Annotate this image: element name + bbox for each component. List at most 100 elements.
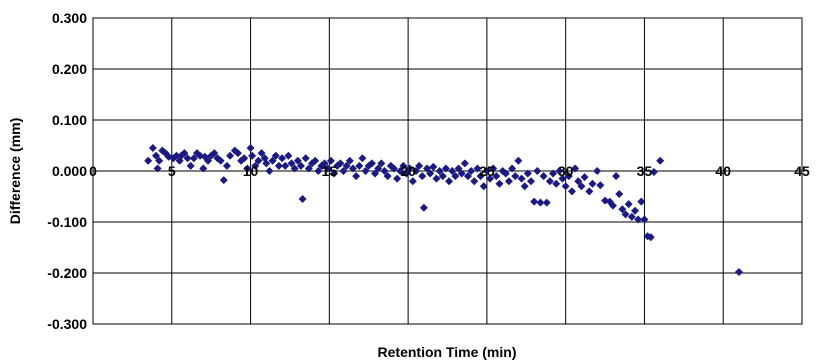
data-point (271, 151, 280, 160)
data-point (348, 164, 357, 173)
data-point (180, 149, 189, 158)
data-point (290, 164, 299, 173)
y-tick-label: 0.100 (52, 112, 87, 128)
data-point (152, 151, 161, 160)
data-point (210, 149, 219, 158)
data-point (460, 159, 469, 168)
y-tick-label: 0.000 (52, 163, 87, 179)
data-point (539, 172, 548, 181)
data-point (248, 151, 257, 160)
data-point (274, 161, 283, 170)
data-point (393, 174, 402, 183)
data-point (222, 161, 231, 170)
data-point (492, 172, 501, 181)
x-tick-label: 45 (794, 163, 810, 179)
data-points (144, 144, 743, 276)
data-point (355, 161, 364, 170)
data-point (508, 164, 517, 173)
y-tick-label: -0.200 (47, 265, 87, 281)
data-point (301, 154, 310, 163)
data-point (561, 182, 570, 191)
data-point (432, 174, 441, 183)
x-tick-label: 5 (168, 163, 176, 179)
data-point (536, 198, 545, 207)
data-point (646, 233, 655, 242)
data-point (426, 169, 435, 178)
data-point (296, 161, 305, 170)
data-point (226, 151, 235, 160)
data-point (219, 176, 228, 185)
data-point (552, 179, 561, 188)
data-point (618, 205, 627, 214)
data-point (281, 161, 290, 170)
data-point (243, 164, 252, 173)
data-point (389, 164, 398, 173)
data-point (558, 174, 567, 183)
data-point (402, 169, 411, 178)
data-point (523, 169, 532, 178)
data-point (441, 164, 450, 173)
data-point (504, 177, 513, 186)
x-tick-label: 25 (479, 163, 495, 179)
data-point (408, 177, 417, 186)
data-point (527, 177, 536, 186)
data-point (482, 167, 491, 175)
data-point (445, 177, 454, 186)
data-point (411, 167, 420, 175)
data-point (189, 154, 198, 163)
data-point (555, 167, 564, 175)
y-tick-label: -0.100 (47, 214, 87, 230)
data-point (514, 156, 523, 165)
data-point (634, 215, 643, 224)
data-point (580, 173, 589, 182)
data-point (656, 156, 665, 165)
data-point (251, 161, 260, 170)
y-tick-label: 0.200 (52, 61, 87, 77)
data-point (323, 164, 332, 173)
data-point (374, 164, 383, 173)
data-point (476, 172, 485, 181)
data-point (585, 187, 594, 196)
x-tick-label: 40 (715, 163, 731, 179)
x-tick-label: 35 (637, 163, 653, 179)
data-point (339, 167, 348, 175)
data-point (423, 164, 432, 173)
data-point (438, 172, 447, 181)
x-tick-label: 10 (243, 163, 259, 179)
data-point (501, 169, 510, 178)
data-point (454, 164, 463, 173)
data-point (588, 179, 597, 188)
data-point (486, 174, 495, 183)
data-point (257, 149, 266, 158)
data-point (640, 215, 649, 224)
data-point (467, 167, 476, 175)
x-tick-labels: 0 5 10 15 20 25 30 35 40 45 (89, 163, 810, 179)
data-point (451, 172, 460, 181)
data-point (153, 164, 162, 173)
data-point (593, 167, 602, 175)
x-tick-label: 15 (322, 163, 338, 179)
data-point (533, 167, 542, 175)
data-point (530, 197, 539, 206)
data-point (233, 149, 242, 158)
data-point (435, 167, 444, 175)
data-point (612, 172, 621, 181)
data-point (627, 212, 636, 221)
data-point (240, 154, 249, 163)
data-point (148, 144, 157, 153)
data-point (330, 169, 339, 178)
data-point (463, 172, 472, 181)
data-point (596, 181, 605, 190)
x-tick-label: 30 (558, 163, 574, 179)
data-point (246, 144, 255, 153)
data-point (479, 182, 488, 191)
data-point (361, 167, 370, 175)
data-point (564, 172, 573, 181)
data-point (293, 156, 302, 165)
data-point (520, 182, 529, 191)
data-point (367, 159, 376, 168)
data-point (216, 156, 225, 165)
data-point (615, 189, 624, 198)
grid (93, 18, 802, 324)
data-point (574, 177, 583, 186)
